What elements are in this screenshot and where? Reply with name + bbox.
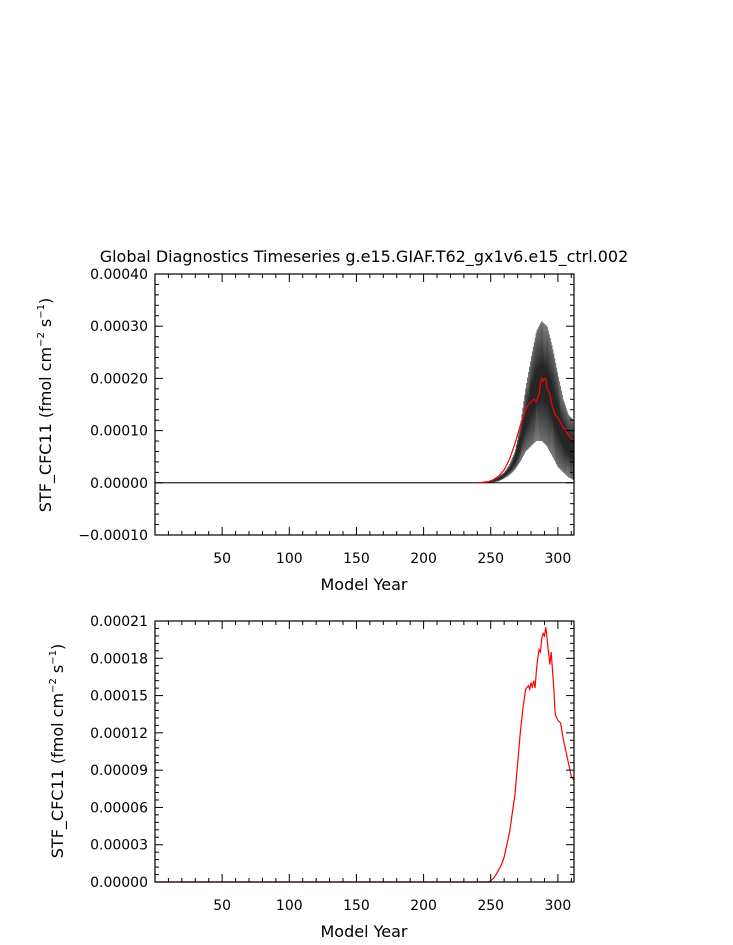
y-tick-label: 0.00000 [90,476,148,492]
y-tick-label: 0.00012 [90,726,148,742]
y-tick-label: 0.00040 [90,267,148,283]
panel-bottom: 50 100 150 200 250 300 0.000000.000030.000060… [48,614,575,941]
chart-title: Global Diagnostics Timeseries g.e15.GIAF… [100,247,629,267]
x-tick-label: 300 [545,898,572,914]
x-tick-label: 100 [276,551,303,567]
y-tick-label: 0.00003 [90,838,148,854]
y-axis-label-exp1: −2 [36,332,47,347]
x-tick-label: 100 [276,898,303,914]
y-axis-label-mid: s [48,665,67,678]
panel-top-series-group [155,321,575,484]
y-tick-label: 0.00015 [90,689,148,705]
y-tick-label: 0.00009 [90,763,148,779]
x-tick-label: 50 [213,898,231,914]
y-axis-label-close: ) [48,644,67,650]
y-axis-label-exp2: −1 [48,650,59,665]
y-axis-label-main: STF_CFC11 (fmol cm [48,693,68,858]
y-axis-label-exp2: −1 [36,304,47,319]
y-axis-label-exp1: −2 [48,678,59,693]
y-tick-label: 0.00021 [90,614,148,630]
series-line-red [477,376,575,484]
x-axis-label: Model Year [321,575,408,594]
x-tick-label: 250 [477,898,504,914]
panel-top-plot-frame [154,273,575,536]
panel-bottom-y-tick-labels: 0.00000 0.00003 0.00006 0.00009 0.00012 0.000… [90,614,148,891]
series-line-red [155,627,575,883]
panel-bottom-series-group [155,627,575,883]
y-axis-label: STF_CFC11 (fmol cm−2 s−1) [36,298,56,512]
y-axis-label-mid: s [36,319,55,332]
x-tick-label: 50 [213,551,231,567]
y-tick-label: 0.00000 [90,875,148,891]
x-tick-label: 150 [343,898,370,914]
y-tick-label: 0.00018 [90,651,148,667]
y-tick-label: 0.00030 [90,319,148,335]
panel-top-ticks-group [155,273,574,536]
y-axis-label-main: STF_CFC11 (fmol cm [36,347,56,512]
x-tick-label: 200 [410,898,437,914]
x-axis-label: Model Year [321,922,408,941]
y-axis-label: STF_CFC11 (fmol cm−2 s−1) [48,644,68,858]
panel-top: Global Diagnostics Timeseries g.e15.GIAF… [36,247,628,594]
x-tick-label: 200 [410,551,437,567]
panel-top-y-tick-labels: −0.00010 0.00000 0.00010 0.00020 0.00030 0.00… [78,267,148,544]
series-envelope-line [155,321,574,484]
y-tick-label: 0.00020 [90,371,148,387]
panel-bottom-plot-frame [154,620,575,883]
x-tick-label: 250 [477,551,504,567]
y-tick-label: −0.00010 [78,528,148,544]
y-tick-label: 0.00006 [90,800,148,816]
panel-bottom-ticks-group [155,620,574,883]
y-axis-label-close: ) [36,298,55,304]
y-tick-label: 0.00010 [90,424,148,440]
x-tick-label: 300 [545,551,572,567]
x-tick-label: 150 [343,551,370,567]
panel-top-x-tick-labels: 50 100 150 200 250 300 [213,551,571,567]
panel-bottom-x-tick-labels: 50 100 150 200 250 300 [213,898,571,914]
